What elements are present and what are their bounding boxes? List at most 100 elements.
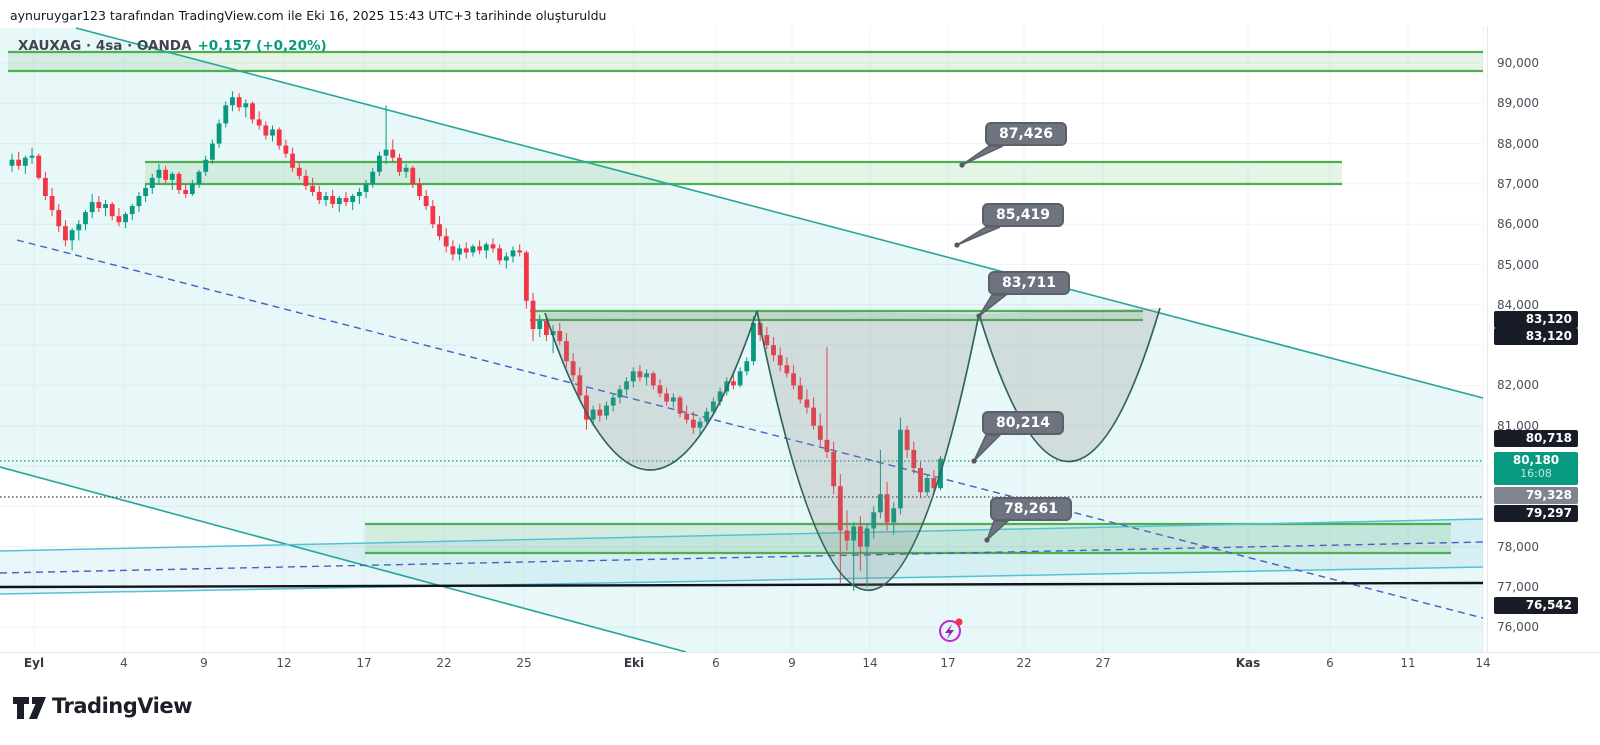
price-axis-badge: 83,120: [1494, 328, 1578, 345]
candle-body: [336, 198, 342, 205]
price-tick-label: 76,000: [1497, 620, 1539, 635]
trendline-band-upper[interactable]: [0, 518, 1484, 552]
candle-body: [477, 246, 482, 251]
candle-body: [156, 169, 162, 178]
candle-body: [256, 119, 262, 126]
candle-body: [230, 97, 235, 106]
candle-body: [510, 250, 516, 257]
candle-body: [270, 129, 275, 136]
callout-anchor-dot[interactable]: [984, 537, 990, 543]
cup-pattern-arc[interactable]: [978, 307, 1161, 463]
price-callout-label[interactable]: 80,214: [982, 411, 1065, 435]
trendline-black-support[interactable]: [0, 581, 1484, 589]
candle-body: [343, 198, 349, 203]
candle-body: [276, 129, 282, 146]
candle-body: [837, 486, 843, 531]
candle-body: [437, 224, 442, 237]
price-callout-label[interactable]: 85,419: [982, 203, 1065, 227]
candle-body: [624, 381, 629, 390]
candle-body: [824, 439, 830, 452]
trendline-band-lower[interactable]: [0, 566, 1484, 595]
price-callout-label[interactable]: 78,261: [990, 497, 1073, 521]
candle-body: [590, 409, 596, 420]
candle-body: [764, 335, 770, 346]
candle-body: [570, 361, 576, 376]
candle-body: [483, 244, 489, 251]
candle-body: [76, 224, 82, 231]
candle-body: [470, 246, 476, 253]
candle-body: [898, 429, 903, 509]
candle-body: [670, 397, 676, 402]
candle-body: [363, 183, 369, 192]
candle-body: [216, 123, 222, 144]
candle-body: [163, 169, 169, 180]
candle-body: [383, 149, 389, 156]
candle-body: [844, 530, 850, 541]
candle-body: [450, 246, 456, 255]
candle-body: [751, 322, 756, 362]
candle-body: [697, 421, 703, 428]
trendline-dashed-steep[interactable]: [16, 239, 1484, 619]
candle-body: [811, 407, 816, 426]
candle-body: [871, 512, 877, 529]
price-callout-label[interactable]: 87,426: [985, 122, 1068, 146]
cup-pattern-arc[interactable]: [756, 310, 980, 591]
price-tick-label: 82,000: [1497, 378, 1539, 393]
trendline-dashed-flat[interactable]: [0, 541, 1484, 574]
candle-body: [356, 191, 362, 196]
price-tick-label: 77,000: [1497, 579, 1539, 594]
candle-body: [83, 212, 88, 225]
candle-body: [316, 191, 322, 201]
candle-body: [630, 371, 636, 382]
price-axis-badge: 79,297: [1494, 505, 1578, 522]
time-tick-label: 14: [862, 656, 878, 670]
candle-body: [911, 449, 917, 469]
zone-supply-87400[interactable]: [145, 162, 1342, 184]
candle-body: [644, 373, 649, 378]
time-tick-label: Kas: [1235, 656, 1261, 670]
candle-body: [731, 381, 736, 386]
callout-anchor-dot[interactable]: [959, 162, 965, 168]
time-tick-label: 17: [940, 656, 956, 670]
candle-body: [497, 248, 503, 261]
price-tick-label: 81,000: [1497, 418, 1539, 433]
candle-body: [223, 105, 229, 124]
tradingview-logo-icon[interactable]: [13, 696, 53, 720]
candle-body: [417, 183, 422, 196]
callout-anchor-dot[interactable]: [971, 458, 977, 464]
candle-body: [330, 195, 336, 205]
candle-body: [350, 195, 356, 203]
price-tick-label: 86,000: [1497, 217, 1539, 232]
symbol-legend[interactable]: XAUXAG · 4sa · OANDA +0,157 (+0,20%): [18, 38, 327, 54]
price-callout-label[interactable]: 83,711: [988, 271, 1071, 295]
candle-body: [457, 248, 462, 255]
candle-body: [310, 185, 315, 192]
candle-body: [744, 361, 750, 372]
candle-body: [183, 189, 189, 194]
price-tick-label: 85,000: [1497, 257, 1539, 272]
cup-pattern-arc[interactable]: [544, 310, 758, 471]
trendline-channel-upper[interactable]: [75, 27, 1484, 399]
zone-supply-90200[interactable]: [8, 52, 1483, 71]
callout-anchor-dot[interactable]: [976, 313, 982, 319]
candle-body: [303, 175, 309, 186]
candle-body: [250, 103, 255, 120]
zone-resistance-83700[interactable]: [530, 311, 1143, 320]
tradingview-wordmark[interactable]: TradingView: [52, 694, 192, 718]
callout-anchor-dot[interactable]: [954, 242, 960, 248]
time-axis-border: [0, 652, 1600, 653]
candle-body: [918, 468, 923, 493]
candle-body: [390, 149, 396, 158]
candle-body: [149, 177, 155, 188]
candle-body: [530, 300, 536, 329]
candle-body: [410, 167, 416, 184]
candle-body: [296, 167, 302, 176]
candle-body: [804, 399, 810, 408]
candle-body: [109, 204, 115, 217]
symbol-title[interactable]: XAUXAG · 4sa · OANDA: [18, 38, 192, 54]
price-axis-badge: 80,718: [1494, 430, 1578, 447]
candle-body: [136, 195, 142, 207]
idea-lightning-icon[interactable]: [939, 620, 961, 642]
trendline-channel-lower[interactable]: [0, 466, 687, 653]
